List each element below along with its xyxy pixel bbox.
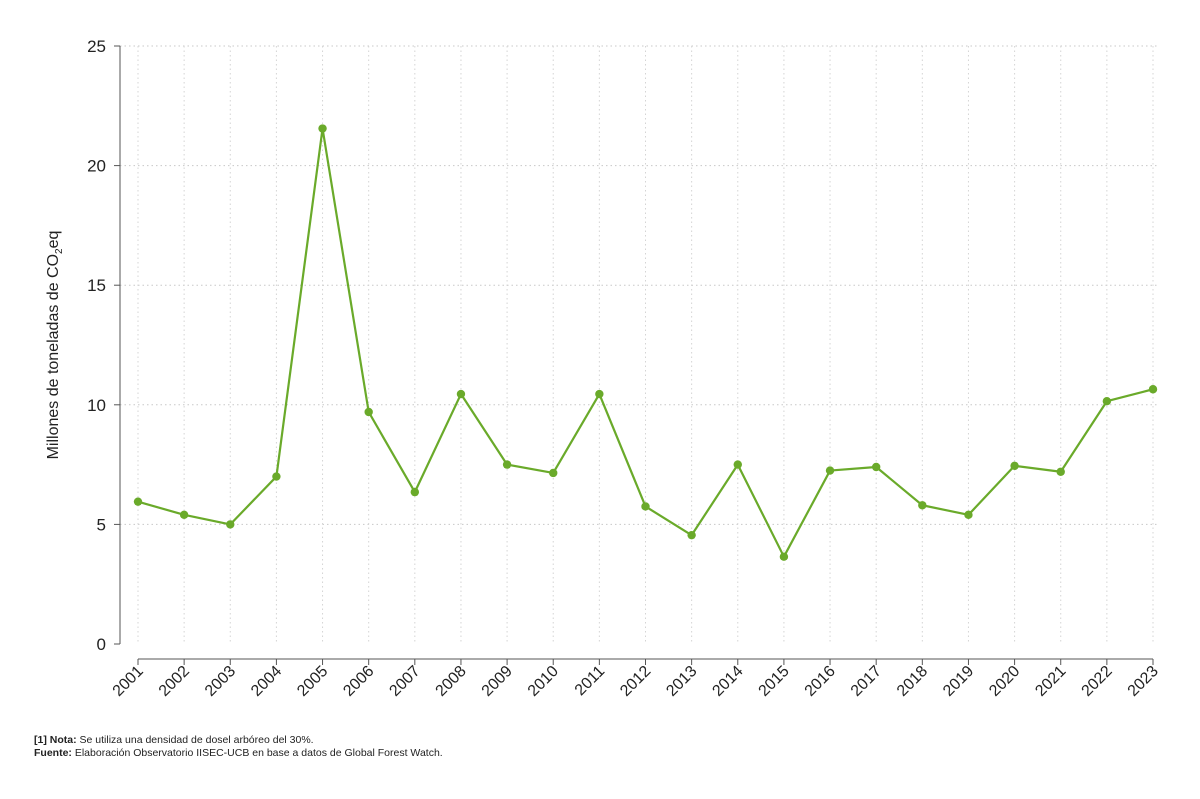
- x-tick-label: 2015: [756, 663, 793, 700]
- data-point: [226, 520, 235, 529]
- note-line: [1] Nota: Se utiliza una densidad de dos…: [34, 734, 314, 746]
- y-axis-label: Millones de toneladas de CO2eq: [45, 231, 65, 460]
- note-label: [1] Nota:: [34, 734, 77, 746]
- grid-lines: [120, 45, 1159, 644]
- x-tick-label: 2018: [894, 663, 931, 700]
- data-point: [918, 501, 927, 510]
- data-point: [179, 510, 189, 520]
- x-tick-label: 2020: [986, 663, 1023, 700]
- data-point: [871, 462, 881, 472]
- x-tick-label: 2002: [156, 663, 193, 700]
- source-text: Elaboración Observatorio IISEC-UCB en ba…: [71, 747, 443, 759]
- x-tick-label: 2006: [340, 663, 377, 700]
- data-point: [687, 530, 696, 540]
- x-tick-label: 2005: [294, 663, 331, 700]
- y-tick-label: 10: [87, 396, 106, 415]
- data-point: [1148, 385, 1158, 394]
- y-tick-label: 25: [87, 37, 106, 56]
- y-tick-label: 15: [87, 276, 106, 295]
- data-point: [133, 497, 143, 506]
- x-tick-label: 2021: [1032, 663, 1069, 700]
- x-tick-label: 2003: [202, 663, 239, 700]
- source-line: Fuente: Elaboración Observatorio IISEC-U…: [34, 747, 443, 759]
- x-tick-label: 2009: [479, 663, 516, 700]
- data-point: [364, 407, 373, 417]
- y-tick-label: 0: [97, 635, 106, 654]
- x-tick-label: 2022: [1079, 663, 1116, 700]
- x-tick-label: 2013: [663, 663, 700, 700]
- series-layer: [133, 124, 1158, 561]
- x-tick-label: 2016: [802, 663, 839, 700]
- axes: 0 5 10 15 20 25 2001 2002 2003 2004 2005 2006 2007 20…: [87, 37, 1162, 700]
- data-point: [318, 124, 327, 133]
- data-point: [410, 487, 420, 497]
- data-point: [595, 389, 604, 399]
- data-point: [641, 502, 650, 511]
- svg-text:Millones de toneladas de CO2eq: Millones de toneladas de CO2eq: [45, 231, 65, 460]
- data-point: [964, 510, 973, 520]
- x-tick-label: 2001: [110, 663, 147, 700]
- data-point: [779, 552, 789, 561]
- x-tick-label: 2004: [248, 663, 285, 700]
- data-point: [733, 460, 742, 469]
- y-axis-label-prefix: Millones de toneladas de CO: [45, 254, 62, 459]
- x-tick-label: 2010: [525, 663, 562, 700]
- y-tick-label: 20: [87, 157, 106, 176]
- source-label: Fuente:: [34, 747, 72, 759]
- note-text: Se utiliza una densidad de dosel arbóreo…: [76, 734, 314, 746]
- y-tick-label: 5: [97, 515, 106, 534]
- x-tick-label: 2014: [709, 663, 746, 700]
- x-tick-label: 2007: [386, 663, 423, 700]
- x-tick-label: 2019: [940, 663, 977, 700]
- y-axis-label-subscript: 2: [54, 248, 65, 254]
- x-tick-label: 2008: [433, 663, 470, 700]
- x-tick-label: 2012: [617, 663, 654, 700]
- data-point: [825, 466, 835, 475]
- data-point: [1056, 467, 1065, 476]
- data-point: [1010, 461, 1019, 470]
- y-axis-label-suffix: eq: [45, 231, 62, 249]
- data-point: [502, 460, 512, 469]
- x-tick-label: 2017: [848, 663, 885, 700]
- data-point: [549, 468, 558, 478]
- data-point: [456, 389, 466, 399]
- x-tick-label: 2011: [572, 663, 608, 699]
- line-chart: 0 5 10 15 20 25 2001 2002 2003 2004 2005 2006 2007 20…: [45, 37, 1162, 700]
- data-point: [272, 472, 281, 481]
- data-point: [1102, 397, 1112, 406]
- x-tick-label: 2023: [1125, 663, 1162, 700]
